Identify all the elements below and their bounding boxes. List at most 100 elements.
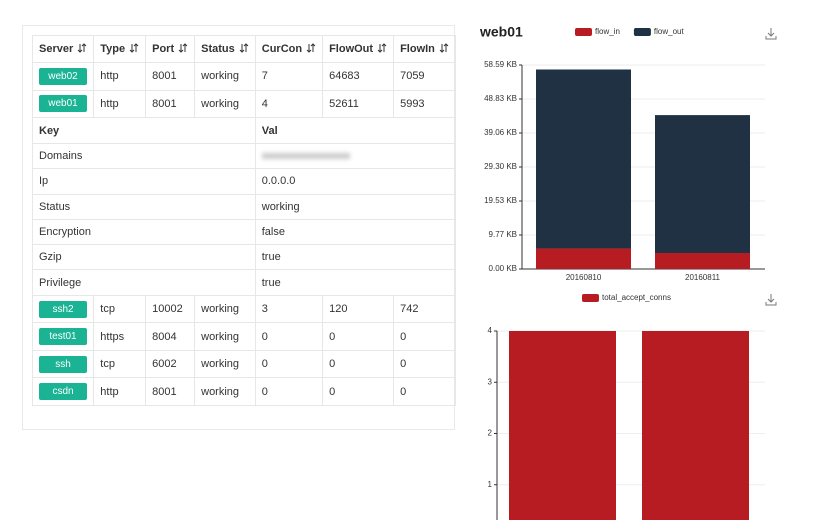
cell: 5993 — [393, 89, 456, 118]
cell: 0 — [393, 377, 456, 406]
cell-text: 0 — [261, 385, 268, 398]
cell: 0 — [254, 322, 324, 351]
bar-segment — [642, 331, 749, 520]
sort-icon[interactable] — [129, 43, 139, 53]
y-tick-label: 4 — [488, 326, 493, 335]
column-header-text: Type — [100, 43, 126, 55]
detail-row: Ip 0.0.0.0 — [32, 168, 456, 195]
detail-row: Privilege true — [32, 269, 456, 296]
column-header: FlowIn — [393, 35, 456, 63]
sort-icon[interactable] — [239, 43, 249, 53]
cell-text: http — [100, 97, 119, 110]
cell-text: 0 — [400, 358, 407, 371]
bar-segment — [655, 252, 750, 269]
detail-header: Key Val — [32, 117, 456, 144]
y-tick-label: 0.00 KB — [489, 264, 517, 273]
y-tick-label: 3 — [488, 377, 493, 386]
cell-text: 120 — [329, 303, 348, 316]
column-header-text: Port — [152, 43, 175, 55]
column-header: Port — [145, 35, 196, 63]
detail-key: Domains — [32, 142, 256, 170]
cell-text: 5993 — [400, 97, 425, 110]
x-tick-label: 20160811 — [685, 273, 721, 282]
detail-val — [254, 142, 456, 170]
detail-val: false — [254, 218, 456, 246]
detail-val: true — [254, 269, 456, 296]
cell: test01 — [31, 322, 95, 351]
server-table: Server Type Port Status CurCon FlowOut FlowIn w… — [31, 35, 456, 406]
cell: csdn — [31, 377, 95, 406]
cell-text: 0 — [261, 330, 268, 343]
sort-icon[interactable] — [306, 43, 316, 53]
server-badge: web02 — [39, 67, 87, 85]
detail-key: Privilege — [32, 269, 256, 296]
y-tick-label: 39.06 KB — [484, 128, 517, 137]
chart-title: web01 — [479, 24, 523, 40]
detail-key: Encryption — [32, 218, 256, 246]
server-row: web02 http 8001 working 7 64683 7059 — [31, 62, 456, 91]
blurred-value — [261, 153, 350, 160]
detail-val-text: working — [261, 200, 300, 213]
cell: 0 — [322, 322, 395, 351]
cell-text: tcp — [100, 303, 115, 316]
cell: 7059 — [393, 62, 456, 91]
cell: 742 — [393, 294, 456, 324]
cell: working — [194, 62, 256, 91]
cell: 3 — [254, 294, 324, 324]
cell-text: working — [201, 358, 240, 371]
cell: 0 — [322, 349, 395, 379]
y-tick-label: 48.83 KB — [484, 94, 517, 103]
cell-text: 8001 — [152, 97, 177, 110]
sort-icon[interactable] — [178, 43, 188, 53]
cell: 8001 — [145, 62, 196, 91]
cell-text: 52611 — [329, 97, 359, 110]
cell-text: 4 — [261, 97, 268, 110]
y-tick-label: 1 — [488, 480, 493, 489]
cell-text: 8001 — [152, 385, 177, 398]
cell: 10002 — [145, 294, 196, 324]
server-badge: web01 — [39, 95, 87, 113]
column-header-text: FlowOut — [329, 43, 374, 55]
detail-val: working — [254, 193, 456, 220]
cell: 8001 — [145, 377, 196, 406]
cell: 0 — [254, 349, 324, 379]
cell-text: http — [100, 385, 119, 398]
x-tick-label: 20160810 — [566, 273, 602, 282]
column-header-text: Status — [201, 43, 235, 55]
sort-icon[interactable] — [439, 43, 449, 53]
cell-text: 3 — [261, 303, 268, 316]
cell-text: 0 — [261, 358, 268, 371]
legend-label: flow_out — [654, 27, 685, 36]
download-icon[interactable] — [765, 28, 777, 306]
cell: working — [194, 322, 256, 351]
y-tick-label: 9.77 KB — [489, 230, 517, 239]
detail-row: Encryption false — [32, 218, 456, 246]
cell: tcp — [93, 349, 147, 379]
detail-val: 0.0.0.0 — [254, 168, 456, 195]
detail-val-text: false — [261, 226, 285, 239]
detail-row: Status working — [32, 193, 456, 220]
legend-swatch — [633, 28, 651, 36]
bar-segment — [509, 331, 616, 520]
cell-text: https — [100, 330, 125, 343]
legend-label: total_accept_conns — [602, 293, 671, 302]
cell: web02 — [31, 62, 95, 91]
y-tick-label: 2 — [488, 429, 493, 438]
column-header: CurCon — [254, 35, 324, 63]
server-badge: test01 — [39, 328, 87, 346]
sort-icon[interactable] — [77, 43, 87, 53]
detail-key: Status — [32, 193, 256, 220]
cell: 8001 — [145, 89, 196, 118]
legend-label: flow_in — [595, 27, 620, 36]
detail-row: Domains — [32, 142, 456, 170]
column-header: Type — [93, 35, 147, 63]
cell-text: working — [201, 385, 240, 398]
legend-swatch — [575, 28, 592, 36]
server-badge: ssh2 — [39, 300, 87, 318]
sort-icon[interactable] — [377, 43, 387, 53]
bar-segment — [536, 248, 631, 269]
cell-text: 6002 — [152, 358, 177, 371]
y-tick-label: 58.59 KB — [484, 60, 517, 69]
cell: 64683 — [322, 62, 395, 91]
detail-val-header: Val — [254, 117, 456, 144]
